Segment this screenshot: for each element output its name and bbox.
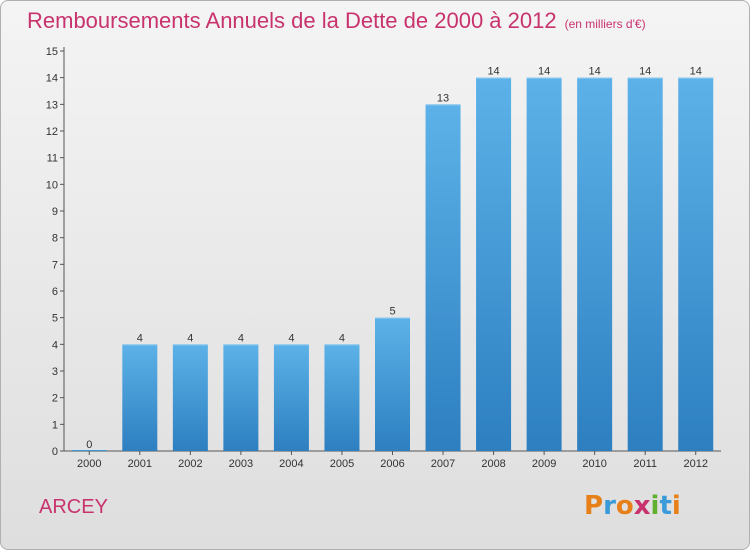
bar (678, 77, 714, 452)
bar-data-label: 4 (238, 332, 244, 344)
bar (425, 104, 461, 451)
commune-name: ARCEY (39, 496, 108, 518)
logo-letter: x (633, 491, 651, 521)
x-tick-label: 2004 (279, 458, 303, 470)
y-tick-label: 13 (46, 99, 58, 111)
logo-letter: i (671, 491, 681, 521)
bar (476, 77, 512, 452)
y-tick-label: 10 (46, 179, 58, 191)
y-tick-label: 12 (46, 126, 58, 138)
x-tick-label: 2010 (582, 458, 606, 470)
bar-data-label: 0 (86, 439, 92, 451)
y-tick-label: 1 (52, 419, 58, 431)
y-tick-label: 6 (52, 286, 58, 298)
chart-title: Remboursements Annuels de la Dette de 20… (27, 8, 646, 34)
y-tick-label: 3 (52, 366, 58, 378)
bar-data-label: 14 (538, 66, 550, 78)
x-tick-label: 2007 (431, 458, 455, 470)
x-tick-label: 2006 (380, 458, 404, 470)
logo-letter: i (650, 491, 660, 521)
x-tick-label: 2009 (532, 458, 556, 470)
y-tick-label: 7 (52, 259, 58, 271)
bar (526, 77, 562, 452)
bar-data-label: 14 (639, 66, 651, 78)
bar (172, 344, 208, 451)
logo-letter: r (603, 491, 616, 521)
bar-data-label: 14 (589, 66, 601, 78)
chart-bars (71, 77, 714, 452)
y-tick-label: 2 (52, 393, 58, 405)
x-tick-label: 2008 (481, 458, 505, 470)
bar-data-label: 4 (339, 332, 345, 344)
logo-letter: t (659, 491, 672, 521)
y-tick-label: 8 (52, 233, 58, 245)
x-tick-label: 2000 (77, 458, 101, 470)
bar (324, 344, 360, 451)
bar-data-label: 13 (437, 92, 449, 104)
bar-data-label: 4 (187, 332, 193, 344)
bar (375, 317, 410, 451)
logo-letter: P (584, 491, 604, 521)
bar (627, 77, 663, 452)
bar (273, 344, 309, 451)
bar-data-label: 5 (389, 306, 395, 318)
y-tick-label: 11 (47, 153, 58, 165)
y-tick-label: 15 (46, 46, 58, 58)
bar (577, 77, 613, 452)
x-tick-label: 2001 (128, 458, 152, 470)
chart-title-main: Remboursements Annuels de la Dette de 20… (27, 8, 557, 33)
bar-data-label: 4 (288, 332, 294, 344)
bar-data-label: 14 (487, 66, 499, 78)
x-tick-label: 2003 (229, 458, 253, 470)
bar-data-label: 4 (137, 332, 143, 344)
logo-letter: o (615, 491, 634, 521)
chart-unit-note: (en milliers d'€) (564, 17, 646, 31)
y-tick-label: 5 (52, 313, 58, 325)
y-tick-label: 4 (52, 339, 58, 351)
y-tick-label: 0 (52, 446, 58, 458)
chart-data-labels: 0 4 4 4 4 4 5 13 14 14 14 14 14 (86, 66, 702, 451)
x-tick-label: 2012 (683, 458, 707, 470)
bar (223, 344, 259, 451)
x-tick-label: 2011 (633, 458, 657, 470)
x-tick-label: 2002 (178, 458, 202, 470)
proxiti-logo: Proxiti (584, 491, 681, 521)
y-tick-label: 9 (52, 206, 58, 218)
bar (122, 344, 158, 451)
bar-data-label: 14 (690, 66, 702, 78)
x-tick-label: 2005 (330, 458, 354, 470)
y-tick-label: 14 (46, 73, 58, 85)
